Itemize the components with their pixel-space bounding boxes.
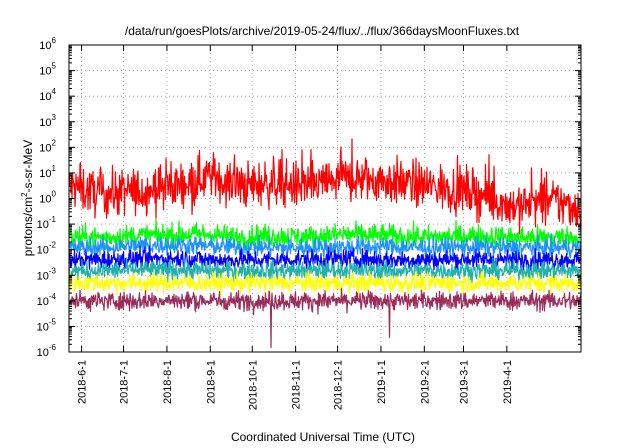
y-tick-label: 10-3 [37,266,57,282]
series-line [68,138,582,235]
y-tick-label: 10-1 [37,215,57,231]
y-tick-label: 104 [39,87,56,103]
x-tick-label: 2018-9-1 [205,360,217,404]
y-tick-label: 102 [39,138,56,154]
ticks [69,44,581,353]
y-tick-label: 101 [39,164,56,180]
x-tick-label: 2018-12-1 [333,360,345,410]
series-line [68,257,582,284]
y-tick-label: 10-5 [37,317,57,333]
y-tick-label: 106 [39,36,56,52]
y-axis-label: protons/cm2-s-sr-MeV [20,140,35,256]
x-tick-label: 2018-6-1 [77,360,89,404]
series-line [68,287,582,349]
x-tick-label: 2018-8-1 [162,360,174,404]
data-series [68,138,582,349]
x-tick-label: 2019-2-1 [419,360,431,404]
x-tick-label: 2019-3-1 [458,360,470,404]
x-tick-labels: 2018-6-1 2018-7-1 2018-8-1 2018-9-1 2018-10-… [77,360,514,410]
y-tick-label: 10-4 [37,292,57,308]
x-tick-label: 2018-11-1 [291,360,303,409]
series-line [68,270,582,296]
y-tick-label: 10-2 [37,241,57,257]
x-tick-label: 2018-7-1 [119,360,131,404]
x-tick-label: 2019-4-1 [502,360,514,404]
y-tick-labels: 10-6 10-5 10-4 10-3 10-2 10-1 100 101 102 103 104 1… [37,36,57,359]
x-tick-label: 2018-10-1 [247,360,259,410]
x-axis-label: Coordinated Universal Time (UTC) [231,430,415,444]
y-tick-label: 103 [39,113,56,129]
chart-title: /data/run/goesPlots/archive/2019-05-24/f… [125,24,520,38]
y-tick-label: 105 [39,62,56,78]
series-line [68,233,582,262]
y-tick-label: 100 [39,190,56,206]
x-tick-label: 2019-1-1 [376,360,388,404]
y-tick-label: 10-6 [37,343,57,359]
